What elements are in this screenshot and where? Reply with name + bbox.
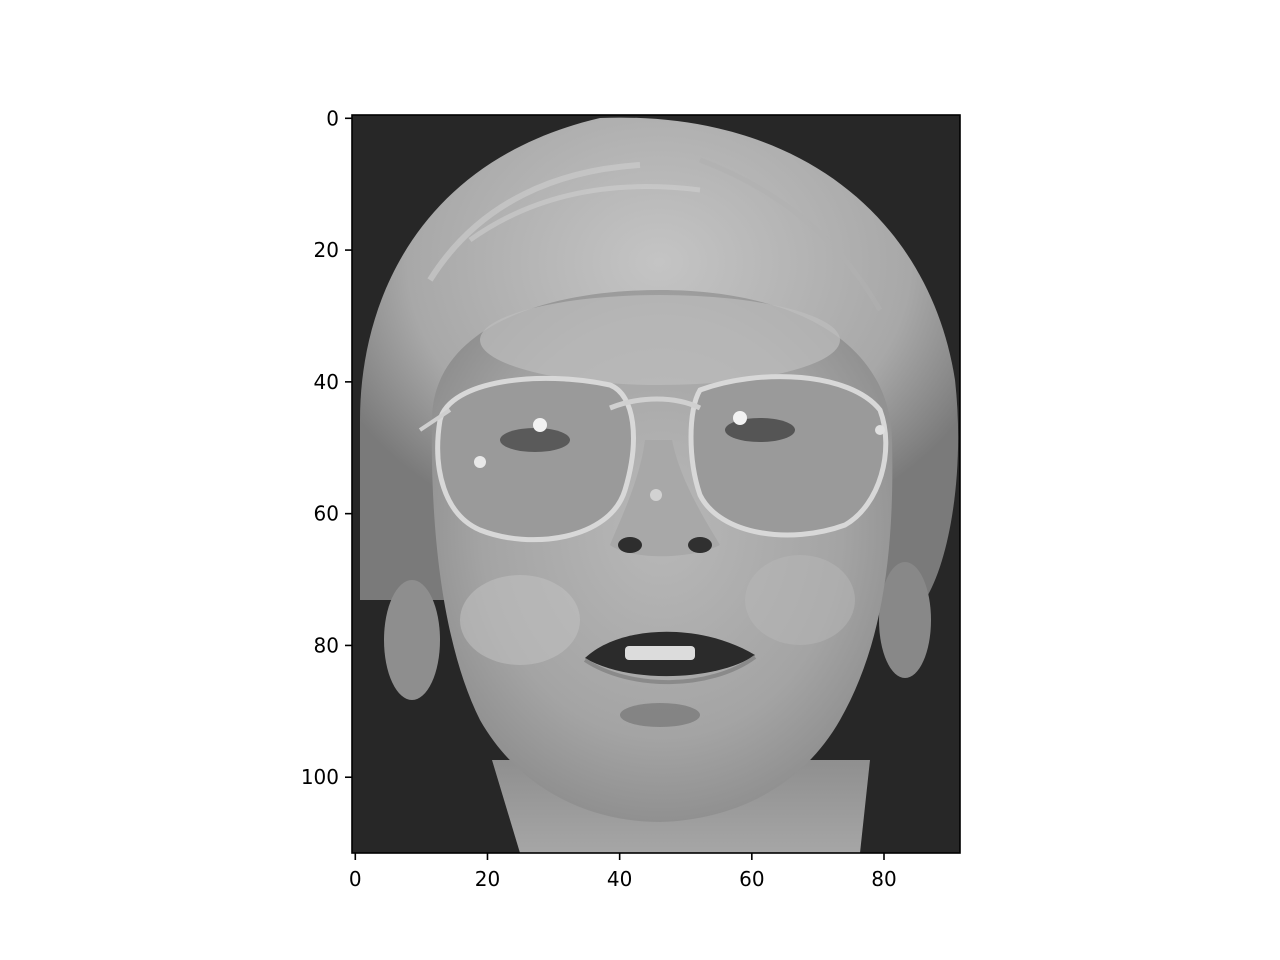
x-tick-label: 80 — [871, 867, 896, 891]
y-tick-label: 0 — [326, 106, 339, 130]
x-tick-label: 40 — [607, 867, 632, 891]
y-tick-label: 20 — [314, 238, 339, 262]
heatmap-image — [352, 115, 960, 853]
x-tick-label: 0 — [349, 867, 362, 891]
y-tick-label: 40 — [314, 370, 339, 394]
y-tick-label: 80 — [314, 633, 339, 657]
x-tick-label: 60 — [739, 867, 764, 891]
axes-frame — [351, 114, 961, 854]
y-axis: 0 20 40 60 80 100 — [301, 106, 352, 789]
x-tick-label: 20 — [475, 867, 500, 891]
y-tick-label: 100 — [301, 765, 339, 789]
y-tick-label: 60 — [314, 502, 339, 526]
x-axis: 0 20 40 60 80 — [349, 853, 897, 891]
